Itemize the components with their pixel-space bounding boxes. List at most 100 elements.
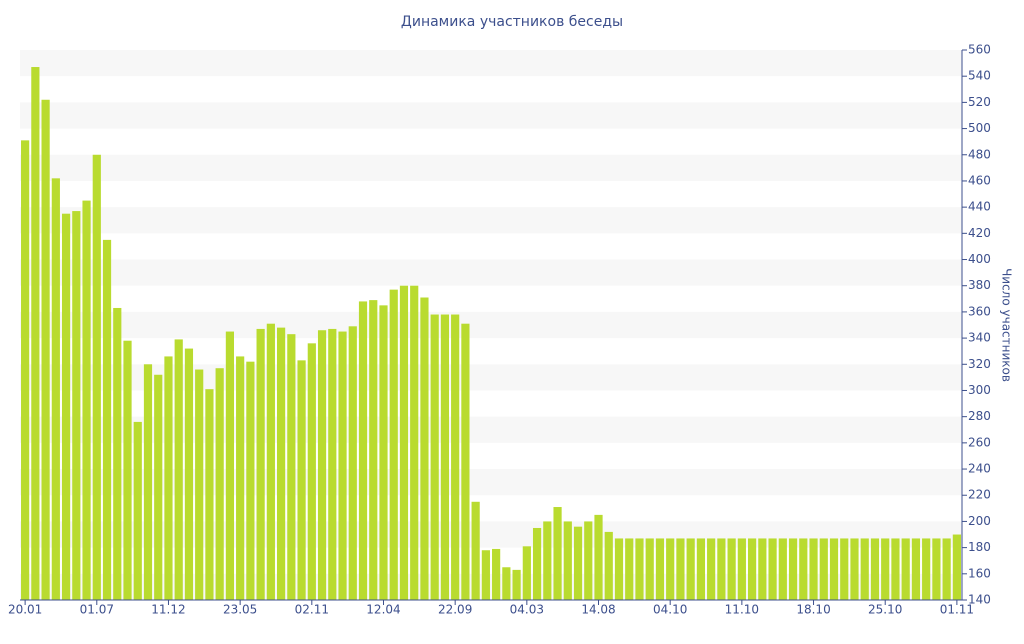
y-tick-label: 240 bbox=[968, 462, 991, 476]
bar bbox=[133, 421, 142, 600]
bar bbox=[922, 538, 931, 600]
bar bbox=[205, 389, 214, 600]
y-tick-label: 540 bbox=[968, 69, 991, 83]
bar bbox=[778, 538, 787, 600]
x-tick-label: 04.10 bbox=[653, 603, 687, 617]
bar bbox=[123, 340, 132, 600]
bar bbox=[666, 538, 675, 600]
bar bbox=[829, 538, 839, 600]
y-tick-label: 200 bbox=[968, 514, 991, 528]
bar bbox=[471, 501, 480, 600]
x-tick-label: 02.11 bbox=[295, 603, 329, 617]
bar bbox=[543, 521, 552, 600]
bar bbox=[707, 538, 716, 600]
bar bbox=[625, 538, 634, 600]
x-tick-label: 04.03 bbox=[510, 603, 544, 617]
bar bbox=[594, 514, 603, 600]
grid-band bbox=[20, 259, 962, 286]
chart-title: Динамика участников беседы bbox=[401, 14, 623, 30]
bar bbox=[676, 538, 685, 600]
bar bbox=[748, 538, 757, 600]
bar bbox=[287, 334, 296, 600]
grid-band bbox=[20, 311, 962, 339]
bar bbox=[266, 323, 275, 600]
x-tick-label: 25.10 bbox=[868, 603, 902, 617]
bar bbox=[451, 314, 460, 600]
bar bbox=[553, 507, 562, 600]
bar bbox=[154, 374, 163, 600]
bar bbox=[297, 360, 306, 600]
bar bbox=[860, 538, 869, 600]
bar bbox=[184, 348, 194, 600]
bar bbox=[256, 328, 265, 600]
bar bbox=[410, 285, 419, 600]
bar bbox=[61, 213, 71, 600]
bar bbox=[481, 550, 490, 600]
bar bbox=[758, 538, 767, 600]
bar bbox=[942, 538, 951, 600]
y-tick-label: 220 bbox=[968, 488, 991, 502]
bar bbox=[82, 200, 91, 600]
bar bbox=[584, 521, 593, 600]
bar bbox=[51, 178, 60, 601]
bar bbox=[369, 300, 378, 600]
bar bbox=[604, 531, 613, 600]
bar bbox=[522, 546, 531, 600]
x-tick-label: 01.07 bbox=[80, 603, 114, 617]
bar bbox=[737, 538, 746, 600]
y-tick-label: 440 bbox=[968, 200, 991, 214]
bar bbox=[389, 289, 398, 600]
y-tick-label: 560 bbox=[968, 43, 991, 57]
y-tick-label: 400 bbox=[968, 252, 991, 266]
y-tick-label: 380 bbox=[968, 278, 991, 292]
y-tick-label: 320 bbox=[968, 357, 991, 371]
x-tick-label: 12.04 bbox=[366, 603, 400, 617]
bar bbox=[420, 297, 429, 600]
bar bbox=[635, 538, 644, 600]
bar bbox=[799, 538, 808, 600]
bar bbox=[727, 538, 736, 600]
bar bbox=[696, 538, 705, 600]
bar bbox=[901, 538, 910, 600]
bar bbox=[502, 567, 511, 600]
x-tick-label: 11.12 bbox=[151, 603, 185, 617]
y-tick-label: 360 bbox=[968, 304, 991, 318]
bar bbox=[113, 307, 122, 600]
y-tick-label: 260 bbox=[968, 435, 991, 449]
bar bbox=[840, 538, 849, 600]
bar bbox=[819, 538, 828, 600]
bar bbox=[891, 538, 900, 600]
bar bbox=[850, 538, 859, 600]
bar bbox=[563, 521, 572, 600]
bar bbox=[174, 339, 183, 600]
bar bbox=[399, 285, 409, 600]
y-tick-label: 520 bbox=[968, 95, 991, 109]
bar bbox=[430, 314, 439, 600]
bar bbox=[277, 327, 286, 600]
grid-band bbox=[20, 50, 962, 77]
bar bbox=[809, 538, 818, 600]
bar bbox=[911, 538, 921, 600]
x-tick-label: 18.10 bbox=[796, 603, 830, 617]
bar bbox=[195, 369, 204, 600]
bar bbox=[164, 356, 173, 600]
bar bbox=[573, 526, 583, 600]
bar bbox=[532, 527, 542, 600]
x-tick-label: 01.11 bbox=[940, 603, 974, 617]
bar bbox=[31, 67, 40, 601]
grid-band bbox=[20, 207, 962, 234]
bar bbox=[236, 356, 245, 600]
bar bbox=[348, 326, 357, 600]
bar bbox=[614, 538, 624, 600]
bar bbox=[143, 364, 153, 600]
bar bbox=[870, 538, 880, 600]
y-tick-label: 300 bbox=[968, 383, 991, 397]
y-tick-label: 280 bbox=[968, 409, 991, 423]
x-tick-label: 11.10 bbox=[725, 603, 759, 617]
bar bbox=[952, 534, 961, 600]
bar bbox=[102, 239, 112, 600]
bar bbox=[328, 328, 337, 600]
bar bbox=[307, 343, 316, 600]
y-tick-label: 340 bbox=[968, 331, 991, 345]
